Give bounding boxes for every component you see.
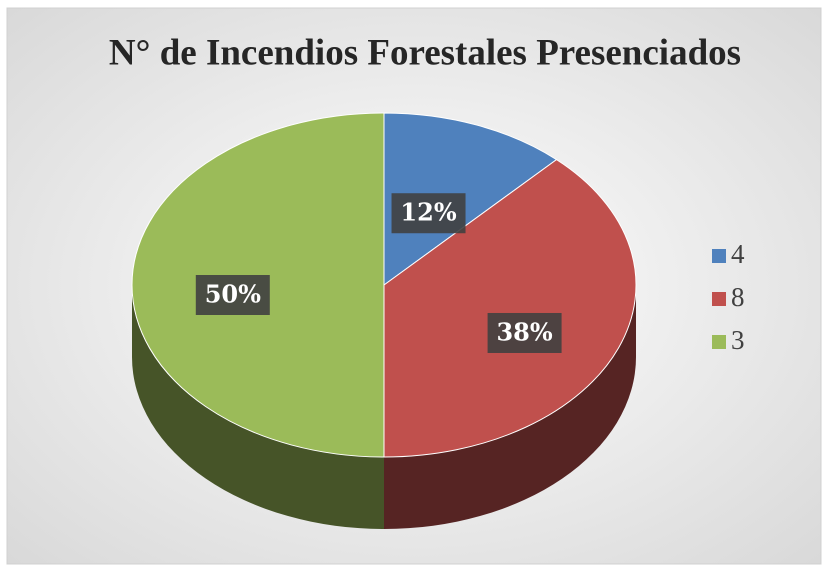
legend-swatch <box>712 335 726 349</box>
data-label: 12% <box>400 198 456 227</box>
legend-label: 8 <box>731 282 745 312</box>
legend-label: 4 <box>731 239 745 269</box>
data-label: 38% <box>496 317 552 346</box>
data-label-box <box>391 193 466 234</box>
slice-side <box>384 285 636 529</box>
legend-swatch <box>712 249 726 263</box>
data-label-box <box>195 275 270 315</box>
pie <box>131 112 637 529</box>
slice-side <box>132 285 384 529</box>
chart-title: N° de Incendios Forestales Presenciados <box>109 32 741 73</box>
data-label: 50% <box>205 280 261 309</box>
legend-label: 3 <box>731 325 745 355</box>
slice <box>383 112 558 286</box>
data-label-box <box>487 312 562 353</box>
slice <box>383 159 637 458</box>
legend-swatch <box>712 292 726 306</box>
